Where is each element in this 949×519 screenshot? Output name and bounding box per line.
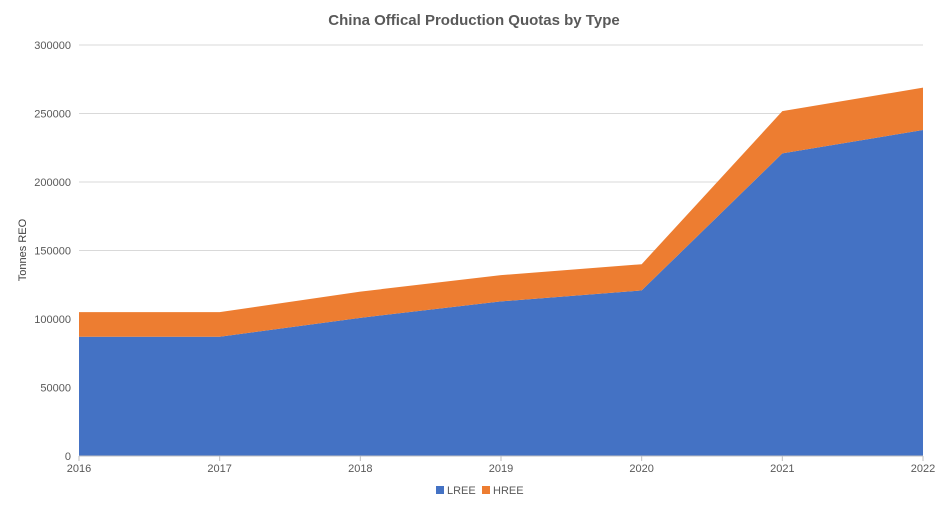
x-tick-label: 2016 <box>67 463 91 475</box>
y-tick-label: 50000 <box>40 383 71 395</box>
y-tick-label: 150000 <box>34 246 71 258</box>
legend-label-hree: HREE <box>493 485 524 497</box>
y-tick-label: 250000 <box>34 109 71 121</box>
y-axis-label: Tonnes REO <box>17 218 29 281</box>
y-tick-label: 300000 <box>34 40 71 52</box>
series-areas <box>79 87 923 456</box>
y-tick-label: 100000 <box>34 314 71 326</box>
chart-title: China Offical Production Quotas by Type <box>328 12 619 29</box>
x-tick-label: 2019 <box>489 463 513 475</box>
x-tick-label: 2022 <box>911 463 935 475</box>
area-series-hree <box>79 87 923 337</box>
x-tick-label: 2018 <box>348 463 372 475</box>
area-series-lree <box>79 129 923 456</box>
x-tick-label: 2020 <box>629 463 653 475</box>
x-tick-label: 2021 <box>770 463 794 475</box>
x-tick-label: 2017 <box>207 463 231 475</box>
legend-swatch-hree <box>482 486 490 494</box>
y-tick-label: 0 <box>65 451 71 463</box>
legend: LREE HREE <box>436 485 524 497</box>
y-tick-label: 200000 <box>34 177 71 189</box>
axes: 2016 2017 2018 2019 2020 2021 2022 <box>67 455 935 475</box>
legend-swatch-lree <box>436 486 444 494</box>
legend-label-lree: LREE <box>447 485 476 497</box>
